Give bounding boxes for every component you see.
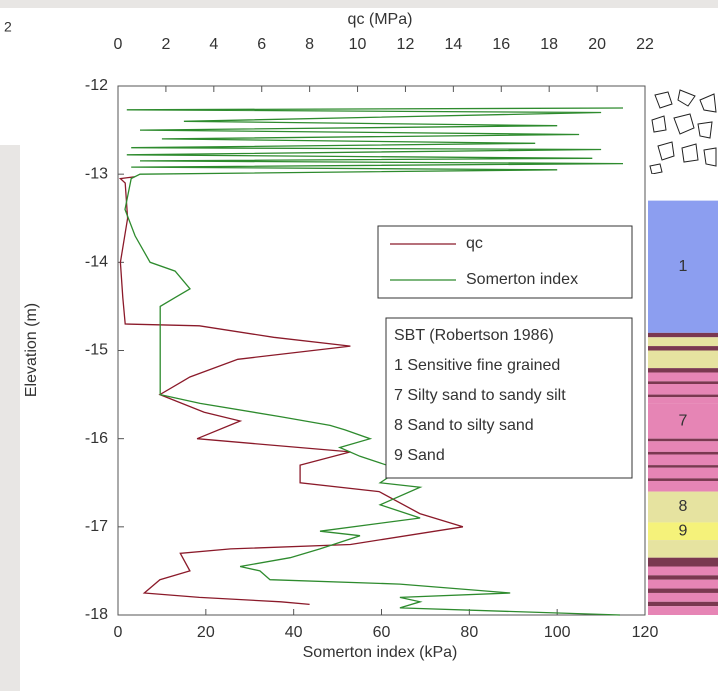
corner-text: 2 <box>4 19 12 35</box>
y-tick-label: -15 <box>85 342 108 359</box>
soil-layer <box>648 384 718 395</box>
soil-legend-item: 9 Sand <box>394 447 445 464</box>
x2-tick-label: 16 <box>492 36 510 53</box>
soil-layer <box>648 557 718 567</box>
soil-layer <box>648 372 718 382</box>
x2-tick-label: 6 <box>257 36 266 53</box>
y-tick-label: -12 <box>85 77 108 94</box>
gravel-pattern <box>649 89 717 174</box>
y-tick-label: -16 <box>85 430 108 447</box>
plot-area: -12 -13 -14 -15 -16 -17 -18 0 20 40 60 80 100 120 0 2 4 6… <box>85 36 659 641</box>
soil-layer <box>648 575 718 580</box>
x2-tick-label: 22 <box>636 36 654 53</box>
x2-tick-label: 2 <box>161 36 170 53</box>
x2-tick-label: 8 <box>305 36 314 53</box>
soil-legend-item: 8 Sand to silty sand <box>394 417 534 434</box>
top-axis-title: qc (MPa) <box>348 11 413 28</box>
soil-layer <box>648 465 718 468</box>
soil-layer <box>648 467 718 479</box>
profile-line <box>124 107 624 616</box>
soil-layer <box>648 441 718 452</box>
soil-layer <box>648 480 718 492</box>
soil-layer <box>648 337 718 347</box>
top-strip <box>0 0 718 8</box>
x-tick-label: 60 <box>373 624 391 641</box>
layer-label: 7 <box>679 412 688 429</box>
soil-layer <box>648 579 718 589</box>
x2-tick-label: 18 <box>540 36 558 53</box>
soil-layer <box>648 86 718 175</box>
layer-label: 1 <box>679 258 688 275</box>
soil-layer <box>648 606 718 615</box>
soil-layer <box>648 350 718 369</box>
x2-tick-label: 20 <box>588 36 606 53</box>
soil-legend-item: 1 Sensitive fine grained <box>394 357 560 374</box>
soil-layer <box>648 346 718 351</box>
x-tick-label: 20 <box>197 624 215 641</box>
layer-label: 9 <box>679 522 688 539</box>
side-strip <box>0 145 20 691</box>
y-tick-label: -14 <box>85 254 108 271</box>
soil-layer <box>648 332 718 338</box>
soil-layer <box>648 451 718 455</box>
soil-layer <box>648 588 718 593</box>
x-axis-title: Somerton index (kPa) <box>303 644 458 661</box>
soil-layer <box>648 491 718 523</box>
soil-layer <box>648 438 718 442</box>
soil-layer <box>648 403 718 439</box>
x-tick-label: 80 <box>460 624 478 641</box>
profile-line <box>118 176 464 606</box>
layer-label: 8 <box>679 498 688 515</box>
legend-label: Somerton index <box>466 271 578 288</box>
soil-layer <box>648 454 718 466</box>
soil-legend-title: SBT (Robertson 1986) <box>394 327 554 344</box>
soil-layer <box>648 381 718 385</box>
soil-layer <box>648 601 718 607</box>
legend-box <box>377 225 633 299</box>
x2-tick-label: 14 <box>444 36 462 53</box>
soil-layer <box>648 397 718 404</box>
y-tick-label: -18 <box>85 606 108 623</box>
x2-tick-label: 10 <box>349 36 367 53</box>
soil-layer <box>648 394 718 398</box>
x-tick-label: 120 <box>632 624 659 641</box>
soil-layer <box>648 522 718 541</box>
x2-tick-label: 0 <box>114 36 123 53</box>
y-tick-label: -17 <box>85 518 108 535</box>
y-axis-title: Elevation (m) <box>23 303 40 397</box>
legend-label: qc <box>466 235 483 252</box>
soil-legend-item: 7 Silty sand to sandy silt <box>394 387 566 404</box>
x2-tick-label: 12 <box>397 36 415 53</box>
x-tick-label: 0 <box>114 624 123 641</box>
soil-layer <box>648 200 718 333</box>
x-tick-label: 100 <box>544 624 571 641</box>
y-tick-label: -13 <box>85 165 108 182</box>
x2-tick-label: 4 <box>209 36 218 53</box>
soil-layer <box>648 478 718 481</box>
soil-legend-box <box>385 317 633 479</box>
soil-layer <box>648 540 718 558</box>
x-tick-label: 40 <box>285 624 303 641</box>
soil-layer <box>648 566 718 576</box>
soil-layer <box>648 174 718 201</box>
soil-layer <box>648 592 718 602</box>
soil-layer <box>648 368 718 373</box>
